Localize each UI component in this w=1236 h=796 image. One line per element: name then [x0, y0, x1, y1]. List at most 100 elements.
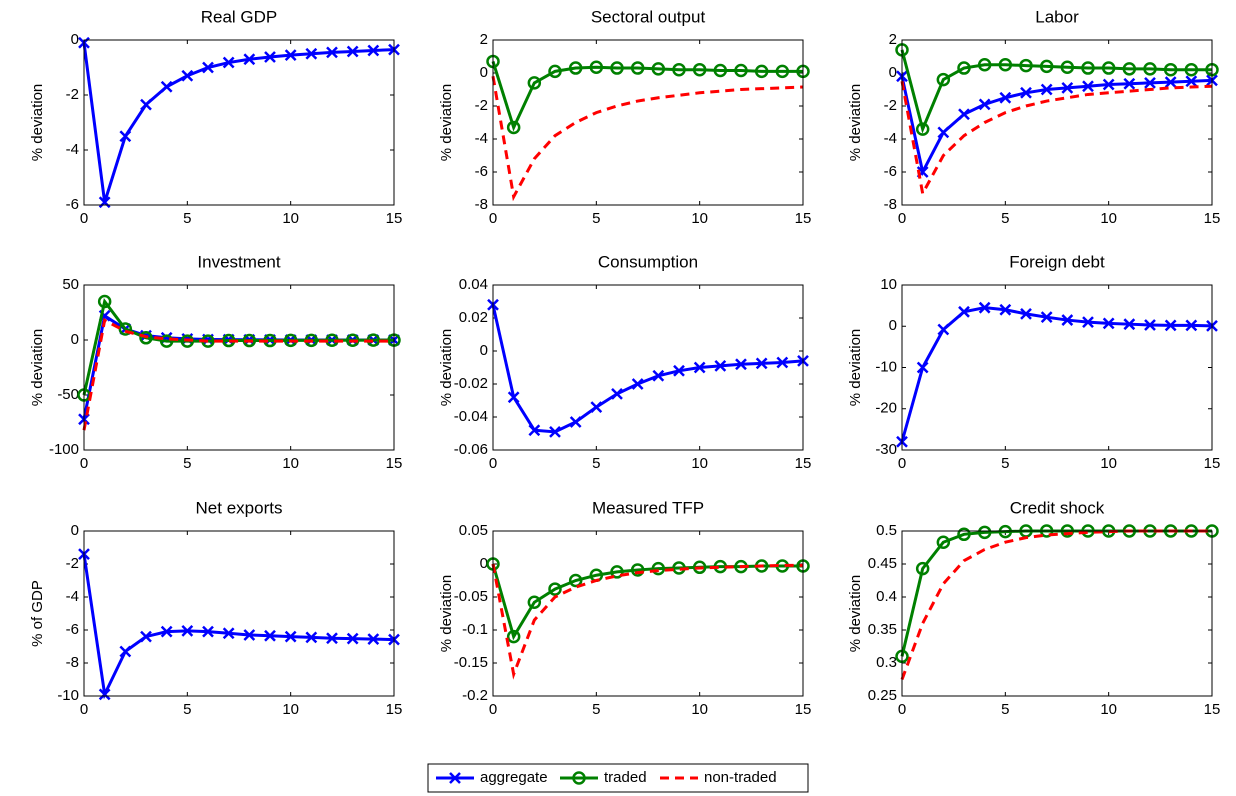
y-tick-label: 50 [62, 276, 79, 293]
y-tick-label: -4 [475, 130, 488, 147]
marker [693, 361, 706, 374]
y-tick-label: -2 [66, 86, 79, 103]
marker [915, 561, 930, 576]
x-tick-label: 15 [386, 210, 403, 227]
marker [569, 416, 582, 428]
y-tick-label: -8 [475, 196, 488, 213]
y-tick-label: -8 [66, 654, 79, 671]
y-tick-label: -0.2 [462, 687, 488, 704]
y-tick-label: 0.25 [868, 687, 897, 704]
marker [915, 122, 930, 136]
marker [1102, 317, 1115, 330]
y-tick-label: 0 [480, 64, 488, 81]
plot-area [84, 40, 394, 205]
marker [1082, 80, 1094, 93]
marker [1020, 86, 1032, 99]
series-line [491, 563, 803, 641]
x-tick-label: 15 [1204, 210, 1221, 227]
plot-area [902, 531, 1212, 696]
x-tick-label: 5 [1001, 455, 1009, 472]
y-tick-label: -20 [875, 400, 897, 417]
marker [999, 303, 1012, 316]
y-tick-label: -2 [66, 555, 79, 572]
marker [589, 60, 604, 74]
marker [140, 630, 152, 643]
marker [978, 301, 991, 314]
y-tick-label: -30 [875, 441, 897, 458]
marker [140, 98, 152, 111]
y-tick-label: -6 [66, 621, 79, 638]
marker [1123, 77, 1136, 90]
marker [242, 333, 257, 348]
marker [937, 126, 950, 139]
chart-title: Investment [197, 252, 280, 271]
marker [305, 47, 318, 60]
marker [181, 624, 194, 637]
legend-marker [572, 771, 586, 785]
y-tick-label: -50 [57, 386, 79, 403]
x-tick-label: 5 [183, 701, 191, 718]
y-tick-label: -4 [66, 141, 79, 158]
marker [630, 61, 645, 75]
marker [735, 358, 747, 371]
x-tick-label: 5 [592, 210, 600, 227]
y-tick-label: -6 [66, 196, 79, 213]
marker [958, 305, 970, 318]
x-tick-label: 0 [489, 455, 497, 472]
x-tick-label: 5 [592, 455, 600, 472]
y-tick-label: 0.35 [868, 621, 897, 638]
x-tick-label: 10 [1100, 210, 1117, 227]
marker [957, 61, 971, 75]
y-tick-label: 0.3 [876, 654, 897, 671]
y-tick-label: -4 [66, 588, 79, 605]
marker [775, 64, 790, 79]
y-tick-label: 0 [480, 342, 488, 359]
marker [305, 631, 318, 644]
marker [651, 62, 666, 76]
y-tick-label: -100 [49, 441, 79, 458]
marker [367, 44, 380, 57]
marker [160, 625, 173, 638]
x-tick-label: 0 [80, 701, 88, 718]
marker [1020, 307, 1032, 320]
marker [568, 61, 583, 75]
marker [284, 49, 297, 62]
marker [1019, 58, 1033, 73]
marker [98, 196, 111, 209]
marker [1101, 61, 1116, 75]
series-line [82, 317, 394, 431]
marker [936, 72, 951, 87]
x-tick-label: 10 [282, 701, 299, 718]
series-line [491, 563, 803, 680]
marker [1061, 314, 1074, 326]
chart-title: Real GDP [201, 7, 278, 26]
series-line [82, 553, 395, 700]
marker [1102, 78, 1115, 91]
marker [264, 51, 276, 63]
marker [999, 91, 1012, 104]
x-tick-label: 10 [691, 701, 708, 718]
y-tick-label: 0 [480, 555, 488, 572]
marker [1144, 319, 1156, 331]
plot-frame [83, 530, 395, 697]
y-tick-label: -6 [475, 163, 488, 180]
marker [98, 688, 111, 701]
marker [977, 58, 992, 72]
plot-area [493, 285, 803, 450]
y-tick-label: 0.4 [876, 588, 897, 605]
x-tick-label: 0 [80, 210, 88, 227]
y-tick-label: -0.02 [454, 375, 488, 392]
x-tick-label: 5 [1001, 701, 1009, 718]
series-line [900, 80, 1213, 198]
marker [1061, 81, 1074, 94]
marker [159, 334, 174, 348]
y-axis-label: % deviation [438, 329, 455, 407]
marker [202, 61, 214, 74]
y-tick-label: 0.02 [459, 309, 488, 326]
plot-area [902, 285, 1212, 450]
marker [1185, 319, 1198, 332]
x-tick-label: 15 [795, 455, 812, 472]
marker [1144, 77, 1156, 89]
marker [527, 595, 542, 610]
